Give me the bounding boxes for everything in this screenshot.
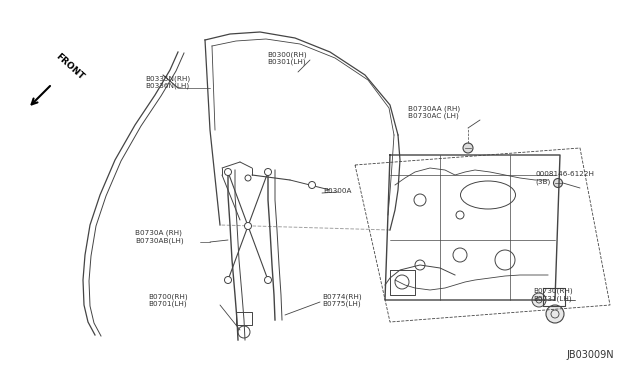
Circle shape [225, 276, 232, 283]
Circle shape [308, 182, 316, 189]
Text: B0300A: B0300A [323, 188, 351, 194]
Circle shape [554, 179, 563, 187]
Text: B0730AA (RH)
B0730AC (LH): B0730AA (RH) B0730AC (LH) [408, 105, 460, 119]
Circle shape [244, 222, 252, 230]
Circle shape [264, 169, 271, 176]
Text: JB03009N: JB03009N [566, 350, 614, 360]
Text: FRONT: FRONT [54, 52, 86, 82]
Text: B0730(RH)
B0731(LH): B0730(RH) B0731(LH) [533, 288, 573, 302]
Text: B0730A (RH)
B0730AB(LH): B0730A (RH) B0730AB(LH) [135, 230, 184, 244]
Circle shape [546, 305, 564, 323]
Text: B0300(RH)
B0301(LH): B0300(RH) B0301(LH) [267, 51, 307, 65]
Circle shape [225, 169, 232, 176]
Circle shape [532, 293, 546, 307]
Circle shape [264, 276, 271, 283]
Circle shape [463, 143, 473, 153]
Circle shape [245, 175, 251, 181]
Text: B0700(RH)
B0701(LH): B0700(RH) B0701(LH) [148, 293, 188, 307]
Text: B0335N(RH)
B0336N(LH): B0335N(RH) B0336N(LH) [145, 75, 190, 89]
Text: 0008146-6122H
(3B): 0008146-6122H (3B) [535, 171, 594, 185]
Text: B0774(RH)
B0775(LH): B0774(RH) B0775(LH) [322, 293, 362, 307]
